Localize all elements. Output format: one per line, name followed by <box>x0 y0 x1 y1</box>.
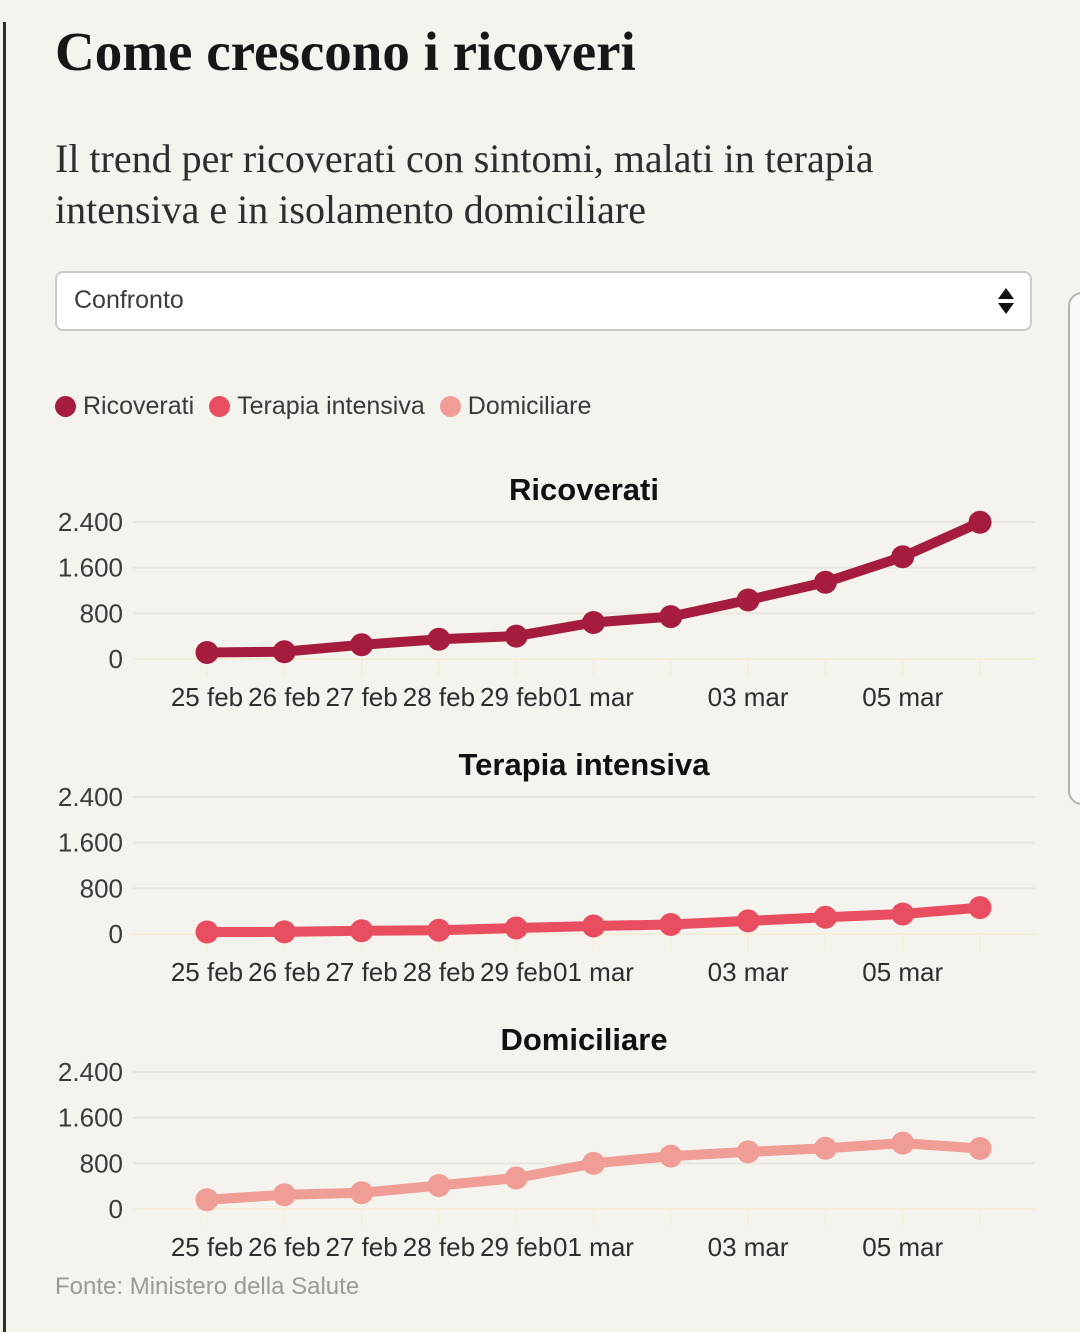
data-point-25-feb[interactable] <box>195 640 219 664</box>
legend-item-ricoverati[interactable]: Ricoverati <box>55 392 194 421</box>
x-axis-tick-label: 25 feb <box>171 957 243 987</box>
data-point-01-mar[interactable] <box>582 914 605 938</box>
y-axis-tick-label: 0 <box>109 919 123 949</box>
data-point-04-mar[interactable] <box>813 570 837 594</box>
data-point-02-mar[interactable] <box>659 1144 683 1168</box>
down-triangle-icon <box>998 302 1014 314</box>
y-axis-tick-label: 800 <box>80 873 123 903</box>
x-axis-tick-label: 01 mar <box>553 957 634 987</box>
data-point-06-mar[interactable] <box>968 510 992 534</box>
x-axis-tick-label: 01 mar <box>553 1232 634 1262</box>
x-axis-tick-label: 29 feb <box>480 957 552 987</box>
x-axis-tick-label: 01 mar <box>553 682 634 712</box>
legend-item-domiciliare[interactable]: Domiciliare <box>439 392 592 421</box>
data-point-28-feb[interactable] <box>427 1173 451 1197</box>
x-axis-tick-label: 26 feb <box>248 957 320 987</box>
x-axis-tick-label: 29 feb <box>480 1232 552 1262</box>
y-axis-tick-label: 800 <box>80 1148 123 1178</box>
data-point-27-feb[interactable] <box>350 919 374 943</box>
data-point-28-feb[interactable] <box>427 627 451 651</box>
left-border-rule <box>3 22 6 1332</box>
data-point-05-mar[interactable] <box>891 545 915 569</box>
data-point-27-feb[interactable] <box>350 633 374 657</box>
data-point-27-feb[interactable] <box>350 1181 374 1205</box>
data-point-06-mar[interactable] <box>968 895 992 919</box>
x-axis-tick-label: 25 feb <box>171 1232 243 1262</box>
legend-label: Terapia intensiva <box>237 392 425 421</box>
chart-domiciliare: Domiciliare 0 800 1.600 2.400 25 feb 26 feb 27 … <box>58 1022 1035 1262</box>
x-axis-tick-label: 05 mar <box>862 682 943 712</box>
y-axis-tick-label: 0 <box>109 644 123 674</box>
data-point-01-mar[interactable] <box>582 610 605 634</box>
y-axis-tick-label: 800 <box>80 598 123 628</box>
x-axis-tick-label: 29 feb <box>480 682 552 712</box>
data-point-05-mar[interactable] <box>891 902 915 926</box>
data-point-25-feb[interactable] <box>195 1188 219 1212</box>
data-point-02-mar[interactable] <box>659 604 683 628</box>
y-axis-tick-label: 2.400 <box>58 782 123 812</box>
y-axis-tick-label: 2.400 <box>58 1057 123 1087</box>
select-spinner-icon <box>998 287 1014 314</box>
data-point-03-mar[interactable] <box>736 588 760 612</box>
data-point-28-feb[interactable] <box>427 918 451 942</box>
data-point-05-mar[interactable] <box>891 1131 915 1155</box>
data-point-26-feb[interactable] <box>272 1183 296 1207</box>
chart-title: Terapia intensiva <box>459 747 711 782</box>
source-note: Fonte: Ministero della Salute <box>55 1272 360 1300</box>
page-subtitle: Il trend per ricoverati con sintomi, mal… <box>55 135 874 232</box>
x-axis-tick-label: 05 mar <box>862 1232 943 1262</box>
x-axis-tick-label: 03 mar <box>708 957 789 987</box>
legend-label: Ricoverati <box>83 392 195 421</box>
x-axis-tick-label: 26 feb <box>248 682 320 712</box>
data-point-26-feb[interactable] <box>272 920 296 944</box>
select-value: Confronto <box>74 286 184 315</box>
x-axis-tick-label: 27 feb <box>325 957 397 987</box>
x-axis-tick-label: 26 feb <box>248 1232 320 1262</box>
data-point-29-feb[interactable] <box>504 1166 528 1190</box>
data-point-03-mar[interactable] <box>736 909 760 933</box>
data-point-03-mar[interactable] <box>736 1140 760 1164</box>
x-axis-tick-label: 03 mar <box>708 1232 789 1262</box>
chart-title: Domiciliare <box>500 1022 667 1057</box>
x-axis-tick-label: 27 feb <box>325 682 397 712</box>
data-point-29-feb[interactable] <box>504 916 528 940</box>
data-point-01-mar[interactable] <box>582 1151 605 1175</box>
data-point-26-feb[interactable] <box>272 640 296 664</box>
legend-dot-terapia-icon <box>209 396 231 418</box>
data-point-02-mar[interactable] <box>659 912 683 936</box>
data-point-29-feb[interactable] <box>504 624 528 648</box>
y-axis-tick-label: 1.600 <box>58 1103 123 1133</box>
legend-dot-ricoverati-icon <box>55 396 76 418</box>
y-axis-tick-label: 0 <box>109 1194 123 1224</box>
small-multiples-charts: Ricoverati 0 800 1.600 2.400 25 feb 26 feb 27 f… <box>0 456 1080 1271</box>
x-axis-tick-label: 28 feb <box>403 682 475 712</box>
x-axis-tick-label: 27 feb <box>325 1232 397 1262</box>
y-axis-tick-label: 2.400 <box>58 507 123 537</box>
x-axis-tick-label: 25 feb <box>171 682 243 712</box>
chart-terapia-intensiva: Terapia intensiva 0 800 1.600 2.400 25 feb 26 … <box>58 747 1035 987</box>
y-axis-tick-label: 1.600 <box>58 553 123 583</box>
data-point-04-mar[interactable] <box>813 1136 837 1160</box>
x-axis-tick-label: 28 feb <box>403 1232 475 1262</box>
comparison-select[interactable]: Confronto <box>55 270 1032 331</box>
legend-item-terapia-intensiva[interactable]: Terapia intensiva <box>209 392 425 421</box>
chart-legend: Ricoverati Terapia intensiva Domiciliare <box>55 392 1080 421</box>
up-triangle-icon <box>998 287 1014 299</box>
legend-label: Domiciliare <box>467 392 592 421</box>
legend-dot-domiciliare-icon <box>439 396 461 418</box>
data-point-25-feb[interactable] <box>195 920 219 944</box>
data-point-06-mar[interactable] <box>968 1136 992 1160</box>
data-point-04-mar[interactable] <box>813 905 837 929</box>
x-axis-tick-label: 03 mar <box>708 682 789 712</box>
chart-ricoverati: Ricoverati 0 800 1.600 2.400 25 feb 26 feb 27 f… <box>58 472 1035 712</box>
x-axis-tick-label: 28 feb <box>403 957 475 987</box>
x-axis-tick-label: 05 mar <box>862 957 943 987</box>
chart-title: Ricoverati <box>509 472 659 507</box>
adjacent-card-edge <box>1068 292 1080 805</box>
page-title: Come crescono i ricoveri <box>55 21 636 82</box>
y-axis-tick-label: 1.600 <box>58 828 123 858</box>
